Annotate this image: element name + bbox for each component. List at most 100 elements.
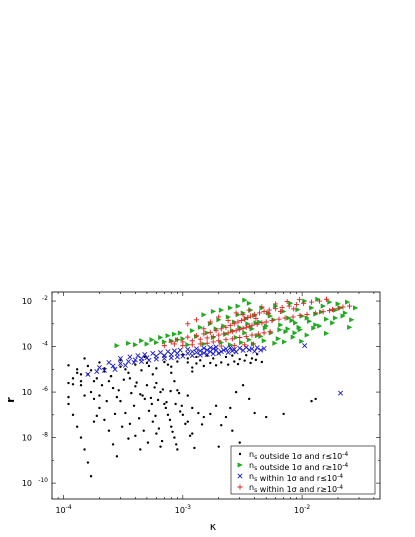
data-point <box>156 398 160 402</box>
data-point <box>265 311 271 317</box>
data-point <box>158 334 164 341</box>
data-point <box>107 429 111 432</box>
data-point <box>279 304 285 311</box>
data-point <box>113 412 117 416</box>
data-point <box>201 341 207 347</box>
data-point <box>315 296 321 302</box>
data-point <box>273 306 279 312</box>
data-point <box>171 341 178 347</box>
data-point <box>210 333 216 339</box>
data-point <box>193 346 199 352</box>
data-point <box>193 446 196 450</box>
data-point <box>168 339 174 345</box>
data-point <box>342 310 349 316</box>
data-point <box>249 332 255 338</box>
data-point <box>105 399 108 403</box>
data-point <box>234 390 238 394</box>
data-point <box>153 353 159 359</box>
data-point <box>210 351 216 357</box>
legend-label: ns within 1σ and r≤10-4 <box>249 472 343 483</box>
data-point <box>155 432 158 435</box>
data-point <box>201 345 207 351</box>
data-point <box>110 363 116 369</box>
data-point <box>218 307 225 313</box>
data-point <box>329 306 336 312</box>
data-point <box>207 345 213 351</box>
data-point <box>277 308 284 315</box>
data-point <box>290 314 296 320</box>
data-point <box>67 364 70 367</box>
data-point <box>140 369 143 372</box>
data-point <box>229 329 235 335</box>
data-point <box>221 331 227 337</box>
data-point <box>180 353 186 359</box>
data-point <box>106 359 112 365</box>
data-point <box>231 354 234 357</box>
data-point <box>242 342 248 348</box>
series-0 <box>67 352 317 478</box>
data-point <box>227 345 233 351</box>
data-point <box>216 338 222 344</box>
data-point <box>207 319 213 325</box>
data-point <box>117 355 123 361</box>
data-point <box>286 303 292 309</box>
data-point <box>243 333 249 339</box>
data-point <box>147 409 151 413</box>
data-point <box>107 380 111 383</box>
data-point <box>285 326 291 332</box>
data-point <box>299 338 305 344</box>
data-point <box>240 325 246 332</box>
data-point <box>235 312 241 318</box>
data-point <box>174 337 180 343</box>
data-point <box>79 384 83 387</box>
data-point <box>185 346 191 352</box>
data-point <box>96 364 102 371</box>
data-point <box>304 311 310 317</box>
data-point <box>199 359 202 362</box>
data-point <box>125 359 131 365</box>
data-point <box>264 415 268 419</box>
data-point <box>273 301 279 307</box>
data-point <box>314 397 317 401</box>
data-point <box>193 349 199 355</box>
data-point <box>293 320 299 326</box>
data-point <box>86 461 90 464</box>
data-point <box>124 411 127 415</box>
data-point <box>141 394 144 397</box>
data-point <box>175 443 178 446</box>
data-point <box>227 305 234 311</box>
data-point <box>139 338 145 344</box>
data-point <box>297 312 303 319</box>
data-point <box>271 317 277 323</box>
data-point <box>103 367 106 370</box>
data-point <box>180 404 183 407</box>
data-point <box>197 324 204 330</box>
y-axis-label: r <box>4 397 17 403</box>
data-point <box>154 414 157 418</box>
data-point <box>218 349 224 355</box>
data-point <box>191 366 194 369</box>
data-point <box>261 346 267 352</box>
data-point <box>169 389 172 393</box>
data-point <box>289 317 295 324</box>
data-point <box>186 357 189 360</box>
data-point <box>323 296 330 302</box>
data-point <box>101 367 107 373</box>
data-point <box>267 329 273 335</box>
data-point <box>266 307 272 313</box>
data-point <box>213 328 219 334</box>
legend-label: ns within 1σ and r≥10-4 <box>249 483 343 494</box>
data-point <box>308 299 315 305</box>
x-tick-label: 10-3 <box>175 504 191 515</box>
data-point <box>79 436 83 439</box>
data-point <box>346 303 353 309</box>
data-point <box>332 307 339 313</box>
data-point <box>259 320 265 326</box>
data-point <box>176 389 179 392</box>
data-point <box>170 425 173 428</box>
data-point <box>204 335 210 341</box>
data-point <box>145 384 149 387</box>
x-tick-label: 10-4 <box>55 504 71 515</box>
data-point <box>153 339 160 346</box>
data-point <box>95 414 99 418</box>
